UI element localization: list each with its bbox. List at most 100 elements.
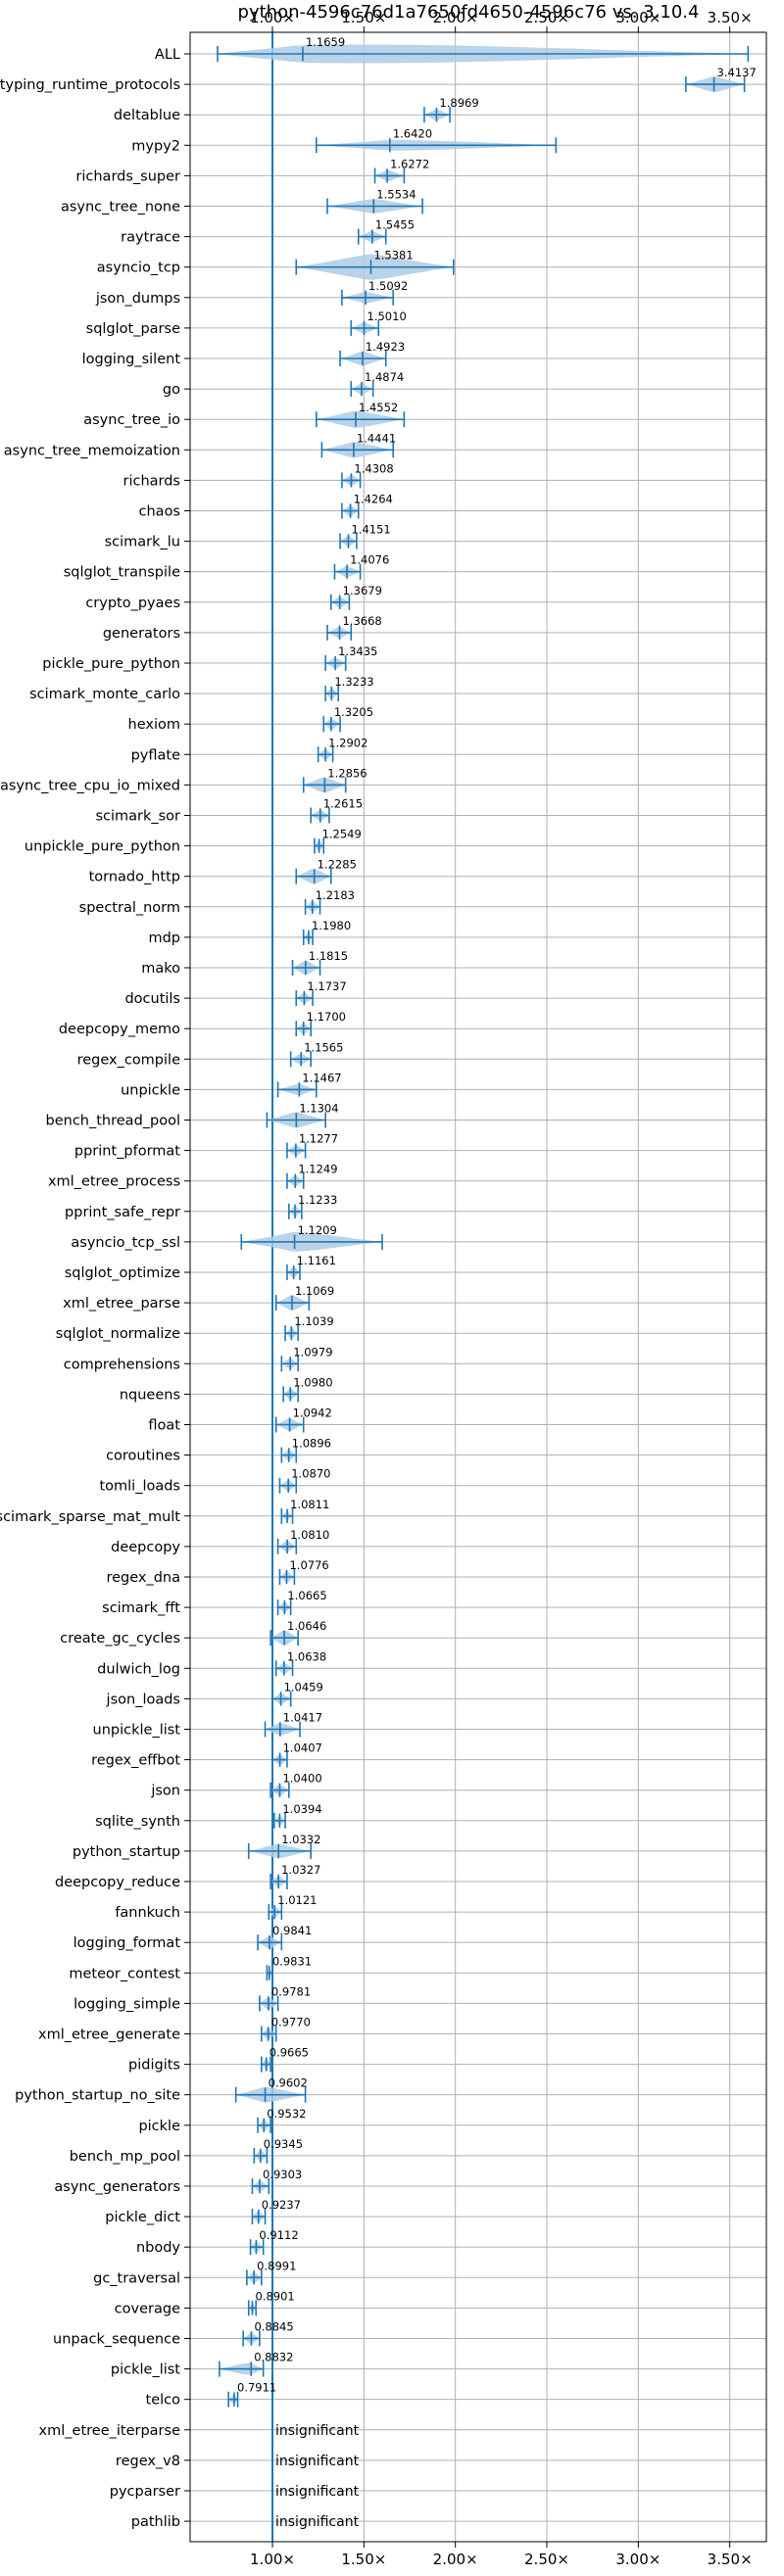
category-label: regex_v8 — [116, 2454, 180, 2469]
category-label: telco — [146, 2393, 181, 2409]
category-label: regex_compile — [77, 1052, 180, 1068]
value-label: 1.0896 — [292, 1437, 331, 1451]
x-tick-label-top: 3.00× — [615, 9, 661, 26]
value-label: 1.2856 — [327, 766, 367, 780]
value-label: 1.1737 — [307, 979, 346, 993]
category-label: pickle_dict — [105, 2210, 180, 2225]
category-label: hexiom — [128, 717, 180, 733]
value-label: 1.0776 — [289, 1558, 328, 1572]
insignificant-label: insignificant — [275, 2514, 360, 2530]
value-label: 1.5010 — [368, 310, 407, 323]
category-label: async_tree_none — [61, 199, 180, 215]
value-label: 1.4308 — [354, 461, 393, 475]
category-label: coroutines — [106, 1449, 180, 1464]
value-label: 1.5092 — [368, 279, 408, 293]
category-label: regex_dna — [106, 1570, 180, 1586]
value-label: 1.2549 — [322, 828, 362, 841]
category-label: regex_effbot — [91, 1753, 180, 1769]
value-label: 1.2183 — [316, 888, 355, 902]
value-label: 1.1249 — [298, 1163, 337, 1176]
value-label: 0.9781 — [271, 1984, 311, 1998]
category-label: meteor_contest — [69, 1966, 180, 1981]
category-label: unpickle_pure_python — [24, 839, 180, 855]
category-label: xml_etree_iterparse — [39, 2423, 181, 2439]
category-label: sqlite_synth — [95, 1814, 180, 1830]
category-label: logging_format — [74, 1935, 181, 1951]
x-tick-label-top: 2.00× — [433, 9, 478, 26]
value-label: 1.0327 — [281, 1863, 320, 1877]
category-label: async_tree_io — [83, 412, 180, 428]
category-label: typing_runtime_protocols — [0, 77, 180, 93]
value-label: 1.5381 — [373, 249, 413, 262]
value-label: 1.0394 — [282, 1802, 321, 1816]
value-label: 1.0942 — [293, 1406, 332, 1419]
category-label: sqlglot_transpile — [64, 565, 180, 581]
value-label: 0.9665 — [270, 2046, 309, 2060]
category-label: sqlglot_parse — [86, 321, 180, 337]
category-label: scimark_fft — [102, 1600, 180, 1616]
category-label: pickle — [138, 2119, 180, 2134]
category-label: spectral_norm — [79, 900, 180, 916]
value-label: 1.1659 — [306, 35, 345, 49]
category-label: pprint_safe_repr — [65, 1205, 180, 1220]
value-label: 1.4923 — [366, 340, 405, 354]
value-label: 1.2902 — [328, 736, 368, 749]
category-label: pyflate — [131, 747, 180, 763]
grid-layer — [190, 32, 766, 2542]
value-label: 1.4874 — [365, 370, 404, 384]
value-label: 1.3679 — [343, 584, 382, 597]
category-label: logging_simple — [74, 1996, 180, 2012]
value-label: 1.1069 — [295, 1284, 334, 1298]
value-label: 1.6420 — [393, 126, 432, 140]
value-label: 1.0407 — [283, 1741, 322, 1755]
category-label: tomli_loads — [99, 1479, 180, 1495]
category-label: sqlglot_optimize — [65, 1265, 180, 1281]
value-label: 0.7911 — [237, 2381, 276, 2395]
value-label: 1.3435 — [338, 644, 377, 658]
value-label: 0.8832 — [254, 2351, 293, 2364]
category-label: mdp — [148, 930, 180, 946]
x-tick-label-top: 3.50× — [708, 9, 753, 26]
value-label: 0.9303 — [263, 2168, 302, 2181]
category-label: deepcopy_reduce — [55, 1875, 180, 1890]
x-tick-label: 3.50× — [708, 2551, 753, 2568]
value-label: 1.1233 — [298, 1193, 337, 1207]
category-label: crypto_pyaes — [85, 596, 180, 611]
value-label: 1.8969 — [439, 96, 478, 110]
category-label: python_startup_no_site — [15, 2088, 180, 2104]
x-tick-label-top: 1.50× — [341, 9, 386, 26]
category-label: pickle_list — [111, 2362, 180, 2378]
value-label: 1.4151 — [351, 523, 390, 537]
value-label: 0.9602 — [269, 2076, 308, 2090]
value-label: 1.1565 — [304, 1040, 343, 1054]
value-label: 1.4264 — [354, 492, 393, 505]
x-tick-label: 1.00× — [250, 2551, 295, 2568]
value-label: 1.0459 — [284, 1680, 323, 1693]
value-label: 1.0121 — [277, 1893, 317, 1907]
category-label: fannkuch — [115, 1905, 180, 1921]
category-label: xml_etree_process — [48, 1174, 180, 1190]
category-label: json — [150, 1784, 180, 1799]
value-label: 1.0332 — [281, 1833, 320, 1846]
category-label: scimark_sor — [95, 808, 180, 824]
violin-layer: 1.1659 3.4137 1.8969 1.6420 1.6272 1.5534 1.54… — [217, 32, 757, 2542]
category-label: gc_traversal — [93, 2270, 180, 2286]
category-label: pprint_pformat — [74, 1144, 180, 1160]
category-label: raytrace — [121, 230, 180, 246]
value-label: 1.0417 — [283, 1710, 322, 1724]
category-label: float — [148, 1417, 180, 1433]
category-label: pycparser — [110, 2484, 180, 2500]
value-label: 0.8901 — [255, 2289, 294, 2303]
value-label: 1.0811 — [290, 1498, 329, 1511]
category-label: logging_silent — [82, 352, 181, 367]
value-label: 1.0400 — [282, 1772, 321, 1786]
axis-layer: 1.00× 1.00× 1.50× 1.50× 2.00× 2.00× 2.50× 2.50×… — [0, 9, 767, 2568]
value-label: 0.9237 — [262, 2198, 301, 2212]
value-label: 1.1304 — [299, 1101, 338, 1115]
value-label: 3.4137 — [717, 66, 757, 79]
value-label: 1.1039 — [294, 1314, 333, 1328]
value-label: 1.1209 — [298, 1223, 337, 1237]
value-label: 1.0646 — [287, 1619, 326, 1633]
value-label: 1.4441 — [357, 431, 396, 445]
